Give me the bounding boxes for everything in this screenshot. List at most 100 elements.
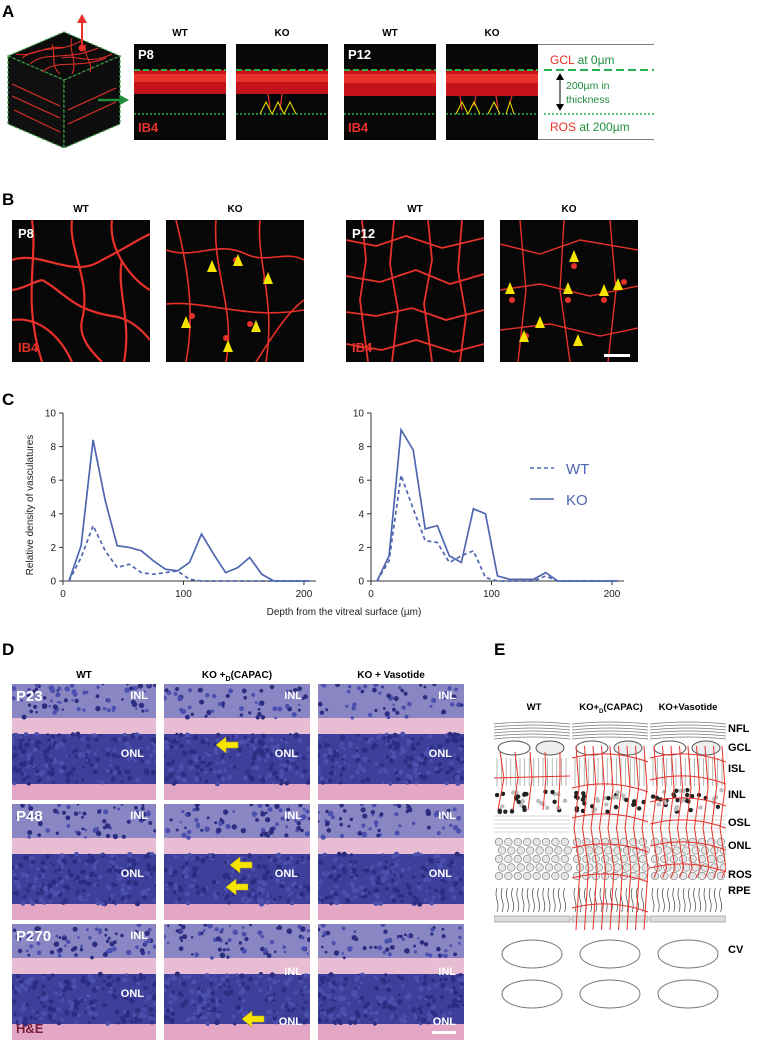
e-col-head-1: WT (526, 702, 542, 713)
panel-e-label: E (494, 640, 506, 659)
c-series-ko-2 (376, 427, 618, 582)
c-xlabel: Depth from the vitreal surface (µm) (267, 607, 422, 618)
he-label-onl: ONL (428, 868, 452, 880)
he-label-inl: INL (130, 810, 148, 822)
he-panel-r2-c1: INL ONL P48 (12, 804, 156, 920)
a-micrograph-p12-wt: P12 IB4 (344, 44, 436, 140)
a-age-p12: P12 (348, 47, 372, 62)
c-xtick-label-2-200: 200 (604, 589, 621, 600)
a-ros-value: at 200µm (579, 120, 630, 134)
a-thickness-label-1: 200µm in (566, 80, 610, 92)
b-col-head-2: KO (227, 204, 243, 215)
he-label-onl: ONL (120, 868, 144, 880)
b-stain-ib4-p12: IB4 (352, 340, 373, 355)
he-label-inl: INL (284, 810, 302, 822)
he-panel-r3-c3: INL ONL (318, 924, 464, 1040)
e-column-3 (649, 721, 726, 1009)
a-layer-guide (538, 44, 654, 140)
he-panel-r3-c1: INL ONL P270 H&E (12, 924, 156, 1040)
d-col-head-2: KO +D(CAPAC) (201, 670, 273, 683)
d-col-head-3: KO + Vasotide (357, 670, 425, 681)
e-layer-schematic (494, 721, 726, 1009)
he-age-p23: P23 (16, 688, 43, 705)
b-age-p12: P12 (352, 226, 376, 241)
he-stain-label: H&E (16, 1021, 44, 1036)
yellow-arrow-icon (216, 736, 239, 754)
c-xtick-label-1-100: 100 (175, 589, 192, 600)
he-label-onl: ONL (120, 988, 144, 1000)
he-label-onl: ONL (278, 1016, 302, 1028)
he-panel-r2-c3: INL ONL (318, 804, 464, 920)
c-ytick-label-2-6: 6 (358, 476, 364, 487)
b-col-head-1: WT (73, 204, 89, 215)
c-ytick-label-1-6: 6 (50, 476, 56, 487)
he-label-inl: INL (438, 690, 456, 702)
he-panel-r3-c2: INL ONL (164, 924, 310, 1040)
he-panel-r1-c2: INL ONL (164, 684, 310, 800)
a-ros-label: ROS at 200µm (550, 120, 630, 134)
a-gcl-label: GCL at 0µm (550, 53, 615, 67)
he-label-inl: INL (438, 810, 456, 822)
he-age-p48: P48 (16, 808, 43, 825)
a-col-head-4: KO (484, 28, 500, 39)
he-label-onl: ONL (428, 748, 452, 760)
e-layer-inl: INL (728, 789, 746, 801)
b-col-head-4: KO (561, 204, 577, 215)
e-col-head-3: KO+Vasotide (658, 702, 718, 713)
e-layer-nfl: NFL (728, 723, 750, 735)
e-layer-onl: ONL (728, 840, 752, 852)
d-col-head-1: WT (76, 670, 92, 681)
a-col-head-3: WT (382, 28, 398, 39)
c-ytick-label-2-4: 4 (358, 509, 364, 520)
b-micrograph-p8-ko (166, 220, 304, 362)
e-col-head-2: KO+D(CAPAC) (579, 702, 643, 715)
a-col-head-2: KO (274, 28, 290, 39)
c-ytick-label-1-4: 4 (50, 509, 56, 520)
b-micrograph-p8-wt: P8 IB4 (12, 220, 150, 362)
panel-d-label: D (2, 640, 15, 659)
panel-c-chart: Relative density of vasculatures Depth f… (25, 409, 624, 618)
c-ytick-label-2-8: 8 (358, 442, 364, 453)
b-age-p8: P8 (18, 226, 34, 241)
e-layer-isl: ISL (728, 763, 746, 775)
c-ytick-label-1-10: 10 (45, 409, 57, 420)
panel-b-label: B (2, 190, 15, 209)
he-panel-r2-c2: INL ONL (164, 804, 310, 920)
panel-a-label: A (2, 2, 15, 21)
c-ytick-label-1-2: 2 (50, 543, 56, 554)
c-legend-wt: WT (566, 461, 589, 478)
c-ytick-label-2-10: 10 (353, 409, 365, 420)
c-xtick-label-1-0: 0 (60, 589, 66, 600)
a-stain-ib4-p8: IB4 (138, 120, 159, 135)
he-label-onl: ONL (274, 868, 298, 880)
c-series-ko-1 (68, 439, 310, 582)
a-age-p8: P8 (138, 47, 154, 62)
a-col-head-1: WT (172, 28, 188, 39)
c-xtick-label-1-200: 200 (296, 589, 313, 600)
he-label-inl: INL (284, 690, 302, 702)
a-stain-ib4-p12: IB4 (348, 120, 369, 135)
c-ytick-label-1-8: 8 (50, 442, 56, 453)
b-col-head-3: WT (407, 204, 423, 215)
c-ytick-label-2-0: 0 (358, 577, 364, 588)
panel-c-label: C (2, 390, 15, 409)
e-layer-osl: OSL (728, 817, 751, 829)
e-layer-ros: ROS (728, 869, 752, 881)
he-label-inl: INL (130, 930, 148, 942)
b-micrograph-p12-ko (500, 220, 638, 362)
he-panel-r1-c1: INL ONL P23 (12, 684, 156, 800)
c-series-wt-1 (68, 523, 310, 582)
a-micrograph-p12-ko (446, 44, 538, 140)
retina-cube-diagram (6, 14, 129, 149)
c-xtick-label-2-100: 100 (483, 589, 500, 600)
he-label-inl: INL (438, 966, 456, 978)
c-ylabel: Relative density of vasculatures (25, 435, 36, 576)
he-label-onl: ONL (432, 1016, 456, 1028)
he-label-onl: ONL (274, 748, 298, 760)
yellow-arrow-icon (242, 1010, 265, 1028)
b-micrograph-p12-wt: P12 IB4 (346, 220, 484, 362)
he-label-inl: INL (130, 690, 148, 702)
a-gcl-value: at 0µm (577, 53, 615, 67)
c-ytick-label-1-0: 0 (50, 577, 56, 588)
e-column-1 (494, 721, 572, 1009)
